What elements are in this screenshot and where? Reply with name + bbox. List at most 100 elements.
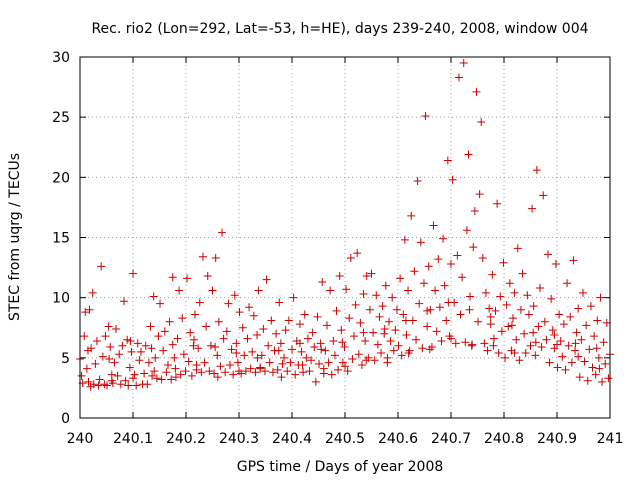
data-point-marker bbox=[448, 175, 457, 184]
data-point-marker bbox=[594, 353, 603, 362]
data-point-marker bbox=[156, 299, 165, 308]
data-point-marker bbox=[442, 316, 451, 325]
data-point-marker bbox=[561, 365, 570, 374]
data-point-marker bbox=[424, 262, 433, 271]
data-point-marker bbox=[509, 314, 518, 323]
data-point-marker bbox=[367, 269, 376, 278]
data-point-marker bbox=[259, 324, 268, 333]
data-point-marker bbox=[575, 373, 584, 382]
data-point-marker bbox=[210, 369, 219, 378]
x-axis-label: GPS time / Days of year 2008 bbox=[237, 459, 444, 475]
data-point-marker bbox=[216, 362, 225, 371]
data-point-marker bbox=[389, 346, 398, 355]
data-point-marker bbox=[391, 326, 400, 335]
data-point-marker bbox=[585, 345, 594, 354]
data-point-marker bbox=[416, 238, 425, 247]
data-point-marker bbox=[574, 304, 583, 313]
data-point-marker bbox=[489, 334, 498, 343]
data-point-marker bbox=[558, 352, 567, 361]
data-point-marker bbox=[160, 327, 169, 336]
data-point-marker bbox=[184, 357, 193, 366]
data-point-marker bbox=[528, 204, 537, 213]
y-tick-label: 25 bbox=[52, 110, 70, 126]
data-point-marker bbox=[94, 381, 103, 390]
y-tick-labels: 0 5 10 15 20 25 30 bbox=[52, 50, 70, 427]
data-point-marker bbox=[467, 341, 476, 350]
data-point-marker bbox=[126, 336, 135, 345]
data-point-marker bbox=[85, 305, 94, 314]
data-point-marker bbox=[310, 343, 319, 352]
data-point-marker bbox=[178, 314, 187, 323]
data-point-marker bbox=[447, 259, 455, 268]
data-point-marker bbox=[356, 318, 365, 327]
data-point-marker bbox=[327, 370, 336, 379]
data-point-marker bbox=[257, 351, 266, 360]
data-point-marker bbox=[470, 207, 479, 216]
data-point-marker bbox=[253, 330, 262, 339]
data-point-marker bbox=[121, 376, 130, 385]
y-tick-label: 30 bbox=[52, 50, 70, 66]
data-point-marker bbox=[77, 371, 86, 380]
data-point-marker bbox=[540, 317, 549, 326]
data-point-marker bbox=[125, 363, 134, 372]
data-point-marker bbox=[423, 306, 432, 315]
data-point-marker bbox=[447, 334, 455, 343]
data-point-marker bbox=[337, 326, 346, 335]
data-point-marker bbox=[232, 339, 241, 348]
data-point-marker bbox=[569, 256, 578, 265]
data-point-marker bbox=[351, 300, 360, 309]
data-point-marker bbox=[380, 324, 389, 333]
data-point-marker bbox=[86, 382, 95, 391]
data-point-marker bbox=[195, 298, 204, 307]
data-point-marker bbox=[531, 338, 540, 347]
data-point-marker bbox=[135, 356, 144, 365]
data-point-marker bbox=[582, 321, 591, 330]
data-point-marker bbox=[591, 370, 600, 379]
data-point-marker bbox=[112, 324, 121, 333]
data-point-marker bbox=[268, 368, 277, 377]
data-point-marker bbox=[140, 369, 149, 378]
data-point-marker bbox=[346, 253, 355, 262]
data-point-marker bbox=[370, 356, 379, 365]
x-tick-label: 240.5 bbox=[325, 431, 365, 447]
data-point-marker bbox=[488, 270, 497, 279]
data-point-marker bbox=[151, 353, 160, 362]
data-point-marker bbox=[187, 371, 196, 380]
data-points bbox=[76, 59, 614, 391]
data-point-marker bbox=[103, 381, 112, 390]
data-point-marker bbox=[502, 300, 511, 309]
data-point-marker bbox=[148, 371, 157, 380]
data-point-marker bbox=[256, 364, 265, 373]
data-point-marker bbox=[599, 338, 608, 347]
data-point-marker bbox=[283, 367, 292, 376]
data-point-marker bbox=[98, 352, 107, 361]
data-point-marker bbox=[338, 358, 347, 367]
data-point-marker bbox=[154, 332, 163, 341]
data-point-marker bbox=[553, 363, 562, 372]
plot-border bbox=[79, 56, 611, 419]
data-point-marker bbox=[542, 335, 551, 344]
data-point-marker bbox=[299, 368, 308, 377]
y-tick-label: 15 bbox=[52, 231, 70, 247]
data-point-marker bbox=[354, 350, 363, 359]
data-point-marker bbox=[583, 376, 592, 385]
data-point-marker bbox=[224, 299, 233, 308]
data-point-marker bbox=[486, 320, 495, 329]
y-tick-label: 5 bbox=[61, 351, 70, 367]
data-point-marker bbox=[240, 351, 249, 360]
data-point-marker bbox=[291, 370, 300, 379]
data-point-marker bbox=[230, 291, 239, 300]
data-point-marker bbox=[221, 368, 230, 377]
data-point-marker bbox=[295, 339, 304, 348]
data-point-marker bbox=[168, 273, 177, 282]
data-point-marker bbox=[262, 275, 271, 284]
data-point-marker bbox=[338, 338, 347, 347]
data-point-marker bbox=[598, 377, 607, 386]
data-point-marker bbox=[274, 346, 283, 355]
data-point-marker bbox=[214, 317, 223, 326]
data-point-marker bbox=[211, 253, 220, 262]
data-point-marker bbox=[566, 312, 575, 321]
data-point-marker bbox=[302, 353, 311, 362]
data-point-marker bbox=[348, 355, 357, 364]
